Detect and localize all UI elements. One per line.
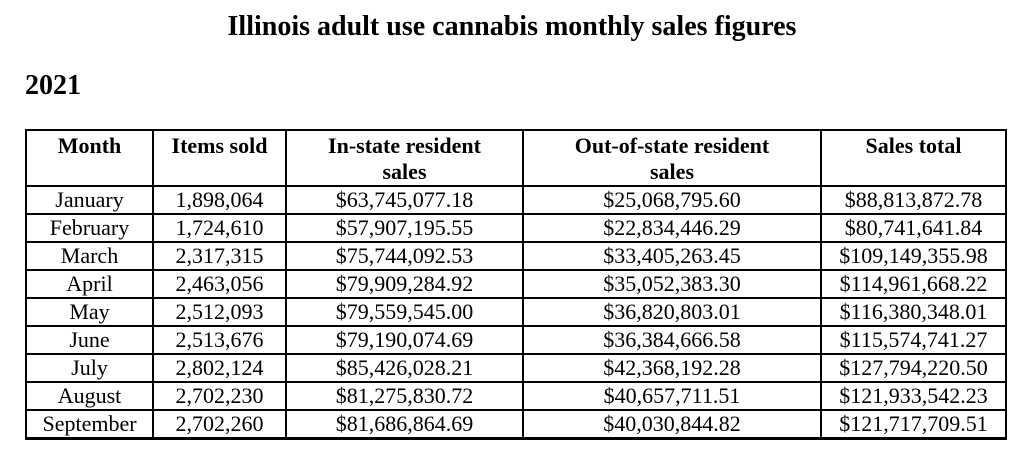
cell-sales-total: $114,961,668.22 [820,269,1007,299]
cell-month: March [25,241,154,271]
document-title: Illinois adult use cannabis monthly sale… [227,11,797,42]
column-header-in-state-sales: In-state resident sales [285,129,524,187]
table-row: March 2,317,315 $75,744,092.53 $33,405,263.… [25,241,1007,271]
cell-out-of-state-sales: $36,820,803.01 [522,297,822,327]
table-body: January 1,898,064 $63,745,077.18 $25,068,79… [25,185,1007,440]
cell-in-state-sales: $81,686,864.69 [285,409,524,440]
cell-sales-total: $116,380,348.01 [820,297,1007,327]
cell-out-of-state-sales: $25,068,795.60 [522,185,822,215]
column-header-month: Month [25,129,154,187]
column-header-items-sold: Items sold [152,129,287,187]
cell-in-state-sales: $79,559,545.00 [285,297,524,327]
cell-items-sold: 1,898,064 [152,185,287,215]
cell-items-sold: 1,724,610 [152,213,287,243]
cell-out-of-state-sales: $40,657,711.51 [522,381,822,411]
table-row: April 2,463,056 $79,909,284.92 $35,052,383.… [25,269,1007,299]
cell-items-sold: 2,463,056 [152,269,287,299]
cell-out-of-state-sales: $42,368,192.28 [522,353,822,383]
cell-in-state-sales: $57,907,195.55 [285,213,524,243]
cell-month: August [25,381,154,411]
cell-items-sold: 2,702,260 [152,409,287,440]
cell-items-sold: 2,702,230 [152,381,287,411]
table-row: January 1,898,064 $63,745,077.18 $25,068,79… [25,185,1007,215]
cell-in-state-sales: $75,744,092.53 [285,241,524,271]
cell-out-of-state-sales: $33,405,263.45 [522,241,822,271]
cell-sales-total: $80,741,641.84 [820,213,1007,243]
table-row: July 2,802,124 $85,426,028.21 $42,368,192.2… [25,353,1007,383]
cell-out-of-state-sales: $40,030,844.82 [522,409,822,440]
cell-sales-total: $121,933,542.23 [820,381,1007,411]
cell-out-of-state-sales: $36,384,666.58 [522,325,822,355]
cell-month: June [25,325,154,355]
cell-items-sold: 2,317,315 [152,241,287,271]
cell-month: January [25,185,154,215]
column-header-sales-total: Sales total [820,129,1007,187]
cell-items-sold: 2,512,093 [152,297,287,327]
cell-month: July [25,353,154,383]
cell-in-state-sales: $79,190,074.69 [285,325,524,355]
table-row: August 2,702,230 $81,275,830.72 $40,657,711… [25,381,1007,411]
cell-sales-total: $109,149,355.98 [820,241,1007,271]
cell-out-of-state-sales: $22,834,446.29 [522,213,822,243]
cell-month: April [25,269,154,299]
cell-in-state-sales: $63,745,077.18 [285,185,524,215]
table-header: Month Items sold In-state resident sales Ou… [25,129,1007,187]
cell-sales-total: $127,794,220.50 [820,353,1007,383]
header-row: Month Items sold In-state resident sales Ou… [25,129,1007,187]
cell-sales-total: $115,574,741.27 [820,325,1007,355]
cell-sales-total: $88,813,872.78 [820,185,1007,215]
monthly-sales-table: Month Items sold In-state resident sales Ou… [25,129,1007,440]
table-row: June 2,513,676 $79,190,074.69 $36,384,666.5… [25,325,1007,355]
cell-in-state-sales: $81,275,830.72 [285,381,524,411]
column-header-out-of-state-sales: Out-of-state resident sales [522,129,822,187]
cell-sales-total: $121,717,709.51 [820,409,1007,440]
cell-month: May [25,297,154,327]
cell-items-sold: 2,513,676 [152,325,287,355]
table-row: May 2,512,093 $79,559,545.00 $36,820,803.01… [25,297,1007,327]
cell-in-state-sales: $85,426,028.21 [285,353,524,383]
table-row: September 2,702,260 $81,686,864.69 $40,030,… [25,409,1007,440]
cell-items-sold: 2,802,124 [152,353,287,383]
cell-month: September [25,409,154,440]
year-label: 2021 [25,70,81,101]
cell-month: February [25,213,154,243]
cell-out-of-state-sales: $35,052,383.30 [522,269,822,299]
cell-in-state-sales: $79,909,284.92 [285,269,524,299]
table-row: February 1,724,610 $57,907,195.55 $22,834,4… [25,213,1007,243]
